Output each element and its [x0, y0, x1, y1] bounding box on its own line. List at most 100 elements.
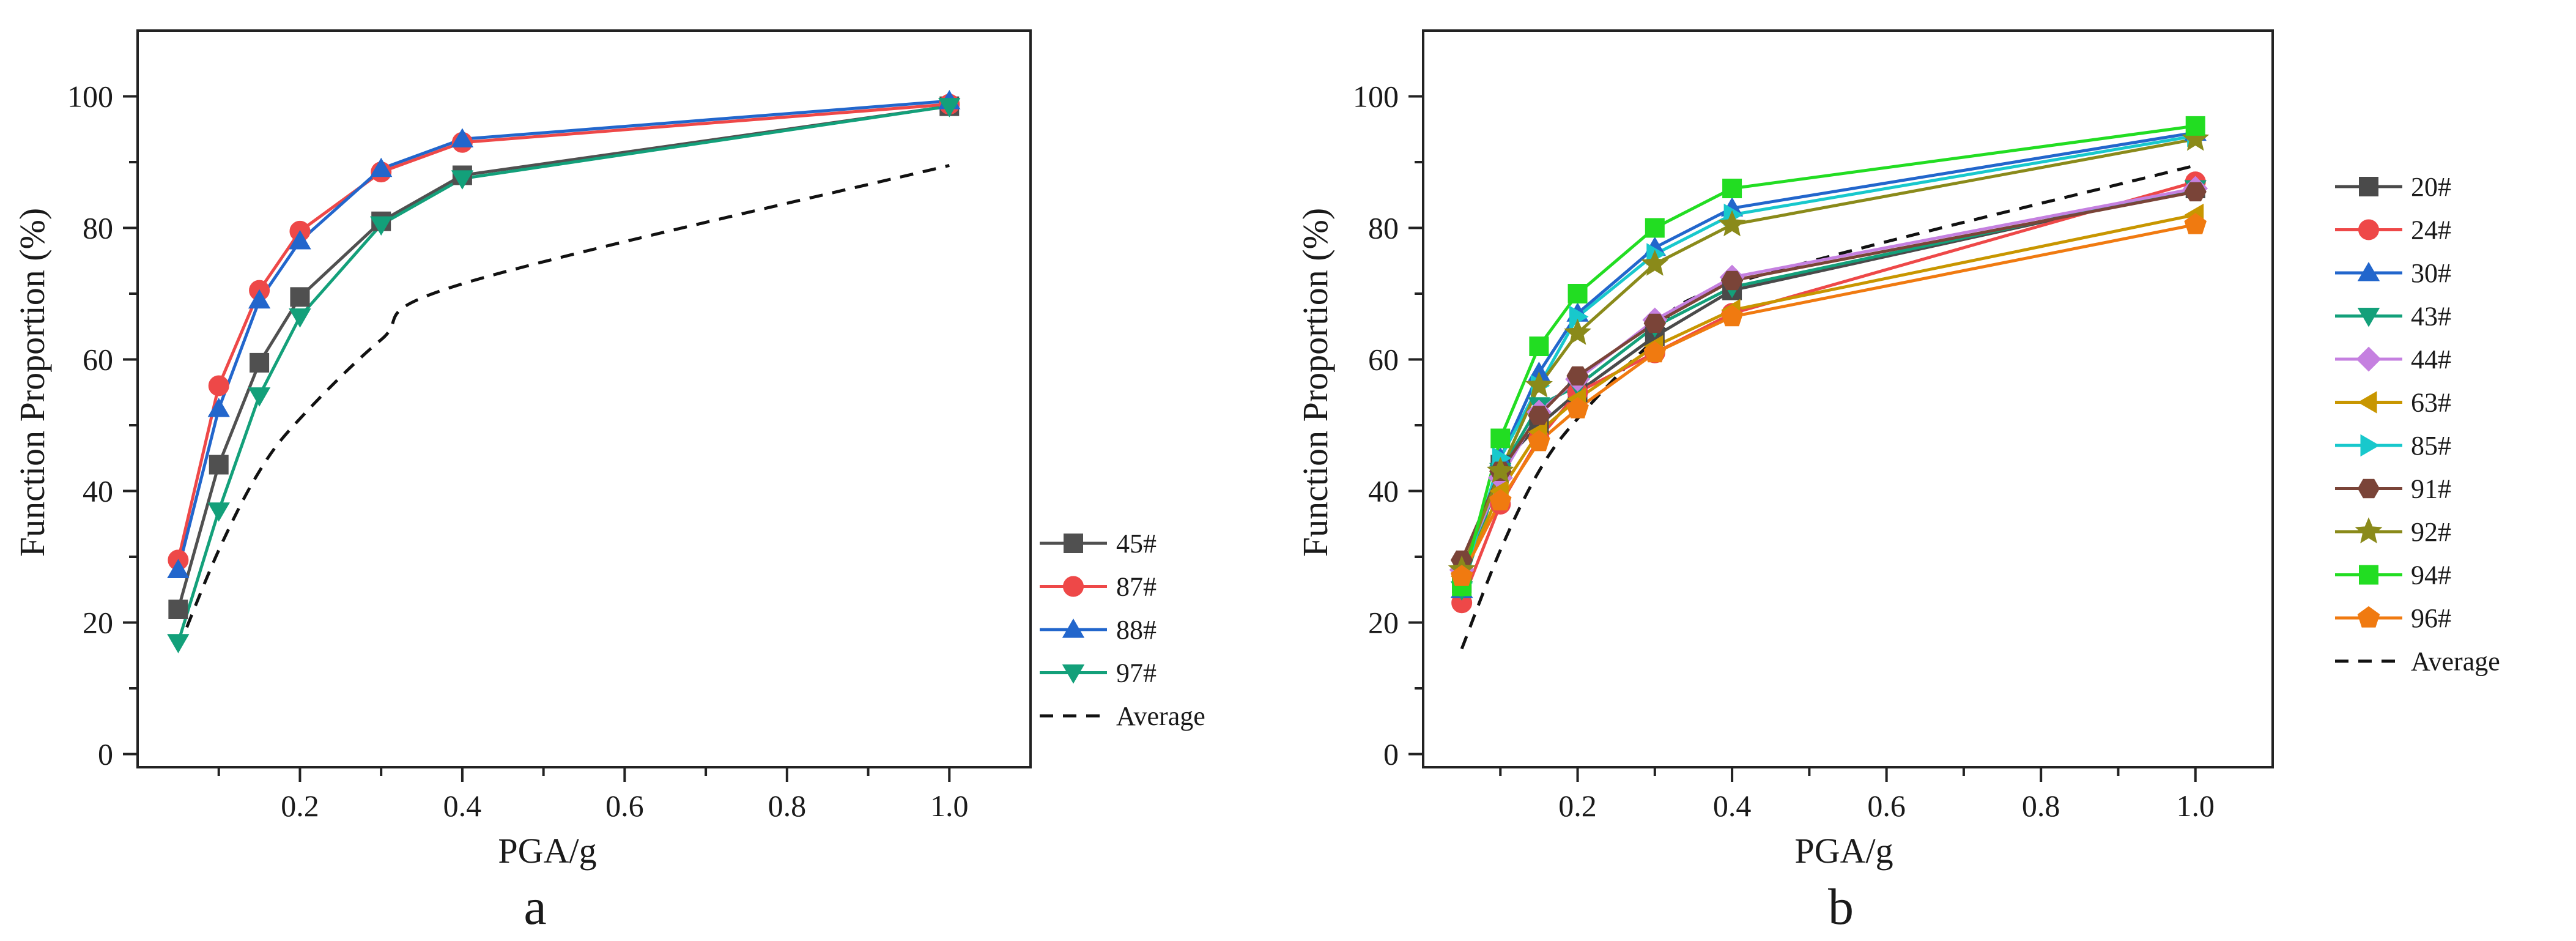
x-tick-label: 0.8 [2022, 789, 2060, 823]
data-point-96 [1720, 305, 1744, 327]
y-tick-label: 60 [1368, 343, 1399, 377]
y-tick-label: 0 [98, 737, 113, 772]
legend-marker [2358, 391, 2377, 414]
legend-label: 45# [1116, 529, 1157, 559]
legend-item: 45# [1040, 529, 1157, 559]
series-line-30 [1460, 131, 2196, 590]
data-point-45 [168, 600, 188, 619]
data-point-91 [1528, 406, 1550, 425]
x-tick-group: 0.2 0.4 0.6 0.8 1.0 [217, 767, 969, 823]
x-tick-label: 1.0 [930, 789, 969, 823]
legend-label: 97# [1116, 658, 1157, 688]
data-point-45 [290, 287, 310, 307]
legend-label: 85# [2411, 431, 2451, 461]
panel-label: a [524, 879, 546, 935]
legend-item: 94# [2335, 560, 2451, 590]
legend-marker [2357, 262, 2380, 281]
legend-item-average: Average [2335, 647, 2500, 677]
data-point-45 [250, 352, 270, 373]
data-point-94 [1645, 218, 1665, 238]
data-point-94 [1490, 428, 1511, 448]
series-markers [1448, 116, 2210, 614]
legend: 20# 24# 30# 43# 44# 63# 85# 91# 92# 94# 96# Average [2335, 172, 2500, 677]
data-point-96 [1528, 430, 1550, 452]
y-tick-group: 0 20 40 60 80 100 [67, 80, 138, 772]
legend-label: 88# [1116, 615, 1157, 645]
data-point-88 [207, 398, 230, 417]
y-tick-label: 80 [83, 211, 113, 245]
data-point-96 [1643, 341, 1667, 363]
legend-label: 44# [2411, 344, 2451, 374]
data-point-96 [1489, 489, 1512, 511]
data-point-88 [369, 157, 393, 177]
legend-item: 85# [2335, 431, 2451, 461]
data-point-91 [1720, 270, 1744, 291]
plot-frame [136, 29, 1032, 768]
data-point-94 [1722, 179, 1742, 198]
y-tick-label: 100 [1353, 80, 1399, 114]
data-point-97 [248, 387, 271, 407]
series-lines [176, 99, 950, 650]
legend-item: 97# [1040, 658, 1157, 688]
data-point-97 [207, 502, 230, 522]
legend-item: 63# [2335, 388, 2451, 418]
data-point-92 [1718, 210, 1746, 237]
legend-marker [2357, 308, 2380, 327]
legend-marker [2356, 346, 2382, 372]
y-tick-label: 80 [1368, 211, 1399, 245]
legend-marker [2355, 517, 2383, 544]
plot-frame [1422, 29, 2274, 768]
legend-label: 96# [2411, 603, 2451, 633]
data-point-96 [1566, 396, 1589, 418]
legend-item: 44# [2335, 344, 2451, 374]
legend-label: 24# [2411, 215, 2451, 245]
data-point-88 [289, 229, 311, 250]
legend-item: 92# [2335, 517, 2451, 547]
data-point-97 [451, 170, 474, 190]
legend-label: 63# [2411, 388, 2451, 418]
x-axis-label: PGA/g [1794, 831, 1893, 871]
chart-panel-a: PGA/g Function Proportion (%) a 0.2 0.4 0.… [12, 29, 1205, 935]
data-point-88 [167, 559, 190, 578]
x-axis-label: PGA/g [498, 831, 596, 871]
legend-marker [1062, 664, 1085, 684]
legend-label: 92# [2411, 517, 2451, 547]
data-point-94 [1529, 337, 1549, 356]
x-tick-label: 0.2 [281, 789, 319, 823]
x-tick-label: 0.6 [1867, 789, 1906, 823]
average-line [177, 163, 950, 650]
y-tick-group: 0 20 40 60 80 100 [1353, 80, 1423, 772]
legend-item: 91# [2335, 474, 2451, 504]
data-point-97 [167, 634, 190, 653]
panel-label: b [1828, 879, 1854, 935]
data-point-45 [209, 455, 229, 475]
legend-label: 94# [2411, 560, 2451, 590]
y-tick-label: 100 [67, 80, 113, 114]
data-point-94 [2185, 116, 2205, 136]
legend-item: 43# [2335, 302, 2451, 332]
legend-marker [2357, 478, 2380, 499]
y-axis-label: Function Proportion (%) [1295, 208, 1335, 557]
series-line-45 [176, 105, 950, 610]
data-point-97 [289, 308, 311, 328]
legend-marker [1062, 619, 1085, 638]
legend-item: 20# [2335, 172, 2451, 202]
legend-label: Average [1116, 701, 1205, 731]
y-tick-label: 0 [1383, 737, 1399, 772]
legend-label: 43# [2411, 302, 2451, 332]
data-point-97 [938, 98, 961, 117]
x-tick-label: 0.2 [1558, 789, 1597, 823]
legend-item: 87# [1040, 572, 1157, 602]
legend-marker [2359, 565, 2378, 585]
legend-item-average: Average [1040, 701, 1205, 731]
y-tick-label: 40 [83, 474, 113, 508]
y-tick-label: 20 [83, 606, 113, 640]
series-line-94 [1460, 124, 2196, 587]
series-line-88 [176, 99, 950, 571]
x-tick-label: 1.0 [2176, 789, 2215, 823]
legend-label: 20# [2411, 172, 2451, 202]
legend-label: 30# [2411, 258, 2451, 288]
y-tick-label: 60 [83, 343, 113, 377]
legend-item: 96# [2335, 603, 2451, 633]
